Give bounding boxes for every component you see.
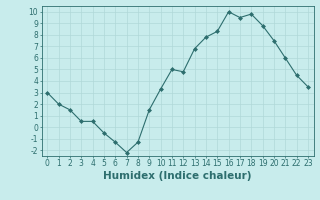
X-axis label: Humidex (Indice chaleur): Humidex (Indice chaleur) <box>103 171 252 181</box>
